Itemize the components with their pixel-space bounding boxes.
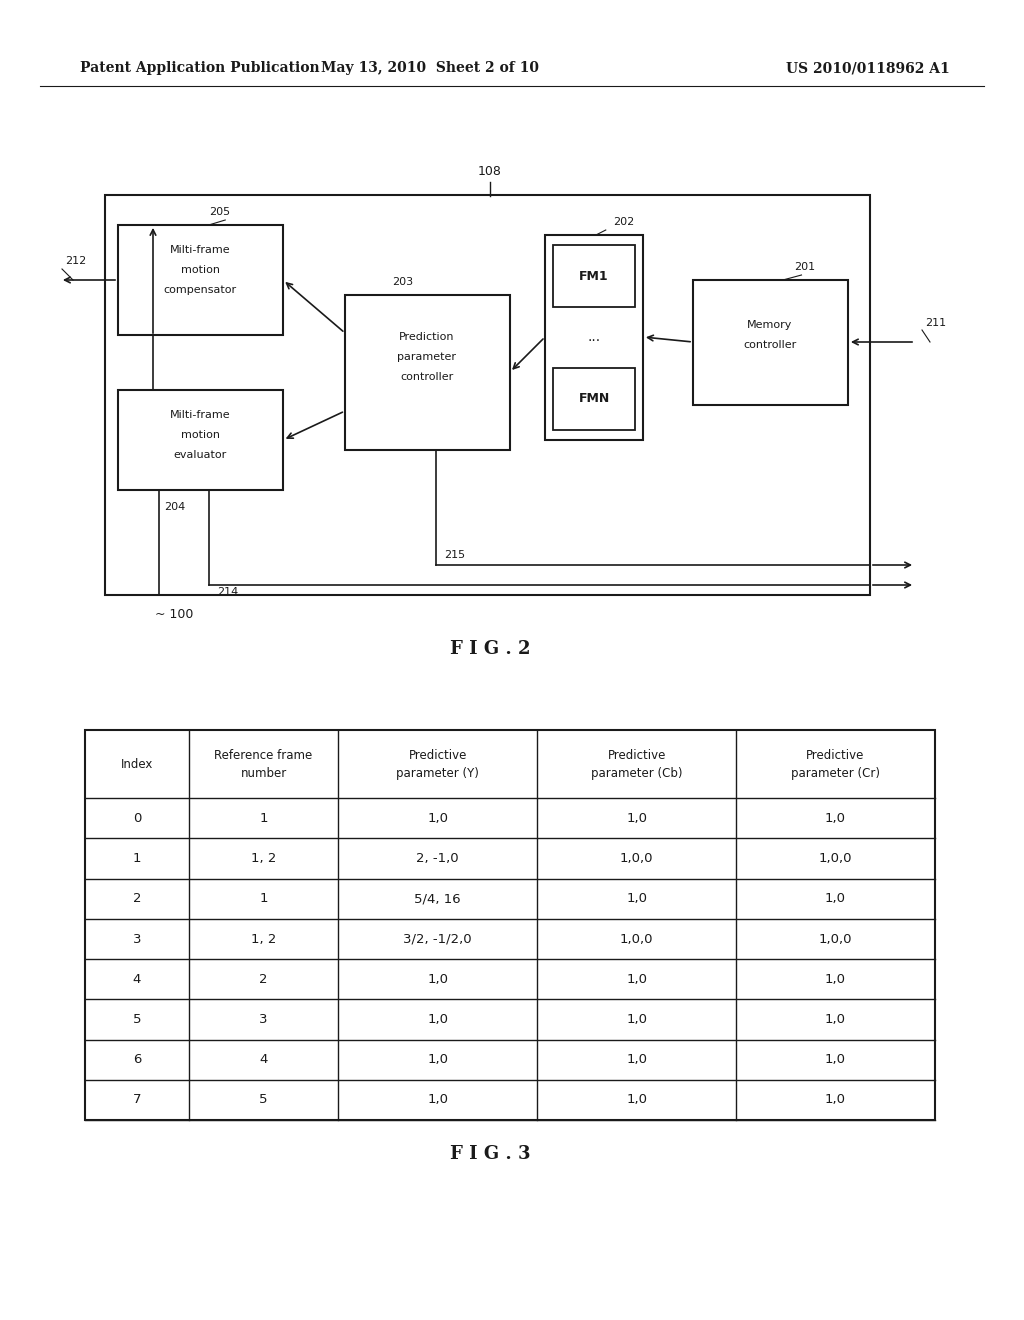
Text: 2, -1,0: 2, -1,0 bbox=[417, 853, 459, 865]
Text: 1,0: 1,0 bbox=[825, 812, 846, 825]
Text: 3: 3 bbox=[259, 1012, 268, 1026]
Text: F I G . 2: F I G . 2 bbox=[450, 640, 530, 657]
Text: 2: 2 bbox=[133, 892, 141, 906]
Text: F I G . 3: F I G . 3 bbox=[450, 1144, 530, 1163]
Text: Predictive: Predictive bbox=[607, 748, 666, 762]
Text: motion: motion bbox=[180, 265, 219, 275]
Text: controller: controller bbox=[400, 372, 454, 381]
Text: compensator: compensator bbox=[164, 285, 237, 294]
Text: 214: 214 bbox=[217, 587, 238, 597]
Text: 2: 2 bbox=[259, 973, 268, 986]
Text: 1,0: 1,0 bbox=[427, 812, 449, 825]
Text: 1,0: 1,0 bbox=[825, 1012, 846, 1026]
Text: 215: 215 bbox=[443, 550, 465, 560]
Text: 1,0: 1,0 bbox=[626, 1012, 647, 1026]
Bar bbox=[85, 730, 935, 1119]
Text: Prediction: Prediction bbox=[399, 333, 455, 342]
Text: parameter (Cb): parameter (Cb) bbox=[591, 767, 682, 780]
Text: 1,0,0: 1,0,0 bbox=[819, 932, 852, 945]
Text: parameter: parameter bbox=[397, 352, 457, 362]
Bar bbox=[118, 224, 283, 335]
Text: FM1: FM1 bbox=[580, 269, 609, 282]
Text: 1,0: 1,0 bbox=[626, 812, 647, 825]
Text: 201: 201 bbox=[794, 261, 815, 272]
Text: 1,0: 1,0 bbox=[825, 1053, 846, 1067]
Text: 108: 108 bbox=[478, 165, 502, 178]
Text: Index: Index bbox=[121, 758, 154, 771]
Text: 204: 204 bbox=[164, 502, 185, 512]
Text: ...: ... bbox=[588, 330, 600, 345]
Text: 1,0: 1,0 bbox=[626, 892, 647, 906]
Text: Milti-frame: Milti-frame bbox=[170, 246, 230, 255]
Text: 1: 1 bbox=[133, 853, 141, 865]
Text: 1, 2: 1, 2 bbox=[251, 853, 276, 865]
Bar bbox=[118, 389, 283, 490]
Text: 1,0,0: 1,0,0 bbox=[620, 932, 653, 945]
Text: 1,0: 1,0 bbox=[626, 1053, 647, 1067]
Text: 1,0: 1,0 bbox=[825, 973, 846, 986]
Text: 5: 5 bbox=[133, 1012, 141, 1026]
Text: ~ 100: ~ 100 bbox=[155, 609, 194, 620]
Text: US 2010/0118962 A1: US 2010/0118962 A1 bbox=[786, 61, 950, 75]
Text: 211: 211 bbox=[925, 318, 946, 327]
Text: 1: 1 bbox=[259, 892, 268, 906]
Text: 212: 212 bbox=[65, 256, 86, 267]
Text: 1,0: 1,0 bbox=[427, 1093, 449, 1106]
Text: 1,0: 1,0 bbox=[427, 1053, 449, 1067]
Text: FMN: FMN bbox=[579, 392, 609, 405]
Text: 1,0: 1,0 bbox=[427, 1012, 449, 1026]
Text: Predictive: Predictive bbox=[409, 748, 467, 762]
Text: 202: 202 bbox=[613, 216, 635, 227]
Text: parameter (Y): parameter (Y) bbox=[396, 767, 479, 780]
Text: 1,0: 1,0 bbox=[825, 892, 846, 906]
Text: 4: 4 bbox=[133, 973, 141, 986]
Text: 4: 4 bbox=[259, 1053, 268, 1067]
Text: motion: motion bbox=[180, 430, 219, 440]
Text: 0: 0 bbox=[133, 812, 141, 825]
Text: 1, 2: 1, 2 bbox=[251, 932, 276, 945]
Text: 205: 205 bbox=[209, 207, 229, 216]
Text: 3: 3 bbox=[133, 932, 141, 945]
Bar bbox=[105, 195, 870, 595]
Bar bbox=[553, 246, 635, 308]
Text: 1,0,0: 1,0,0 bbox=[620, 853, 653, 865]
Bar bbox=[545, 235, 643, 440]
Text: 1,0: 1,0 bbox=[626, 973, 647, 986]
Text: Memory: Memory bbox=[748, 319, 793, 330]
Text: 7: 7 bbox=[133, 1093, 141, 1106]
Text: 203: 203 bbox=[392, 277, 414, 286]
Text: controller: controller bbox=[743, 341, 797, 350]
Text: Milti-frame: Milti-frame bbox=[170, 411, 230, 420]
Text: evaluator: evaluator bbox=[173, 450, 226, 459]
Bar bbox=[553, 368, 635, 430]
Text: parameter (Cr): parameter (Cr) bbox=[791, 767, 880, 780]
Text: 5: 5 bbox=[259, 1093, 268, 1106]
Text: May 13, 2010  Sheet 2 of 10: May 13, 2010 Sheet 2 of 10 bbox=[321, 61, 539, 75]
Text: 6: 6 bbox=[133, 1053, 141, 1067]
Bar bbox=[345, 294, 510, 450]
Text: 1,0: 1,0 bbox=[427, 973, 449, 986]
Text: Reference frame: Reference frame bbox=[214, 748, 312, 762]
Text: 1,0: 1,0 bbox=[626, 1093, 647, 1106]
Text: 1: 1 bbox=[259, 812, 268, 825]
Text: 1,0,0: 1,0,0 bbox=[819, 853, 852, 865]
Bar bbox=[693, 280, 848, 405]
Text: 3/2, -1/2,0: 3/2, -1/2,0 bbox=[403, 932, 472, 945]
Text: Patent Application Publication: Patent Application Publication bbox=[80, 61, 319, 75]
Text: number: number bbox=[241, 767, 287, 780]
Text: Predictive: Predictive bbox=[806, 748, 864, 762]
Text: 5/4, 16: 5/4, 16 bbox=[415, 892, 461, 906]
Text: 1,0: 1,0 bbox=[825, 1093, 846, 1106]
